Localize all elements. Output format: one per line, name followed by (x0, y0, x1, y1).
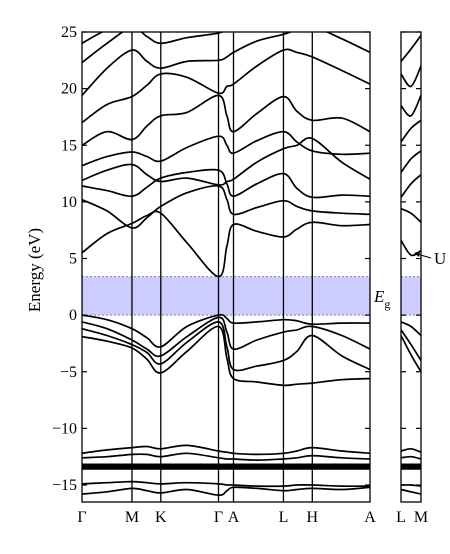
gap-label: Eg (373, 287, 390, 311)
band-line-main-13 (82, 32, 104, 45)
y-tick-label-3: 0 (69, 307, 77, 324)
band-line-right-2 (401, 321, 421, 337)
y-tick-label-5: 10 (61, 194, 77, 211)
y-tick-label-2: −5 (60, 364, 77, 381)
gap-label-sub: g (384, 297, 390, 311)
u-arrow-head (414, 251, 420, 257)
y-tick-label-7: 20 (61, 81, 77, 98)
band-line-main-12 (82, 32, 225, 64)
bands-main (82, 32, 370, 497)
band-line-main-14 (82, 444, 370, 456)
x-tick-label-main-6: H (307, 509, 319, 526)
gap-label-main: E (373, 287, 385, 306)
band-line-main-6 (82, 168, 370, 199)
band-line-main-5 (82, 184, 370, 229)
x-tick-label-right-0: L (396, 509, 406, 526)
x-tick-label-main-1: M (125, 509, 139, 526)
band-line-right-9 (401, 65, 421, 88)
band-line-main-9 (82, 94, 370, 147)
band-line-right-12 (401, 455, 421, 460)
band-line-right-7 (401, 119, 421, 143)
y-tick-label-8: 25 (61, 24, 77, 41)
band-line-main-1 (82, 321, 370, 372)
band-line-main-11 (82, 32, 370, 96)
band-line-right-6 (401, 150, 421, 173)
band-line-main-4 (82, 210, 370, 278)
x-tick-label-main-4: A (228, 509, 240, 526)
u-label: U (434, 249, 446, 268)
band-line-main-15 (82, 452, 370, 461)
x-tick-label-main-0: Γ (77, 509, 86, 526)
u-annotation: U (414, 249, 446, 268)
y-tick-label-1: −10 (52, 420, 77, 437)
x-tick-label-main-7: A (364, 509, 376, 526)
gap-region-right (401, 276, 421, 316)
band-line-main-10 (82, 48, 370, 124)
band-line-main-17 (82, 486, 370, 497)
band-line-right-14 (401, 488, 421, 495)
band-gap-layer (82, 276, 421, 316)
band-line-right-11 (401, 447, 421, 454)
band-line-right-5 (401, 174, 421, 198)
band-line-right-10 (401, 34, 421, 62)
y-tick-label-4: 5 (69, 251, 77, 268)
band-line-main-7 (82, 137, 370, 186)
panel-frame-main (81, 31, 371, 503)
band-line-right-8 (401, 95, 421, 117)
band-line-main-16 (82, 480, 370, 488)
band-line-main-2 (82, 316, 370, 358)
x-tick-label-main-5: L (279, 509, 289, 526)
panel-frame-right (400, 31, 422, 503)
band-line-main-3 (82, 313, 370, 348)
y-axis-label: Energy (eV) (25, 228, 44, 312)
x-tick-label-main-3: Γ (214, 509, 223, 526)
x-tick-label-right-1: M (414, 509, 428, 526)
band-line-right-0 (401, 335, 421, 373)
band-line-main-0 (82, 325, 370, 387)
band-line-right-1 (401, 329, 421, 361)
band-line-right-4 (401, 207, 421, 223)
high-symmetry-lines (131, 32, 313, 502)
x-tick-label-main-2: K (155, 509, 167, 526)
bands-right (401, 34, 421, 495)
gap-region-main (82, 276, 370, 316)
y-tick-label-0: −15 (52, 477, 77, 494)
bands-layer (82, 32, 421, 497)
y-tick-label-6: 15 (61, 137, 77, 154)
band-line-main-8 (82, 130, 370, 167)
